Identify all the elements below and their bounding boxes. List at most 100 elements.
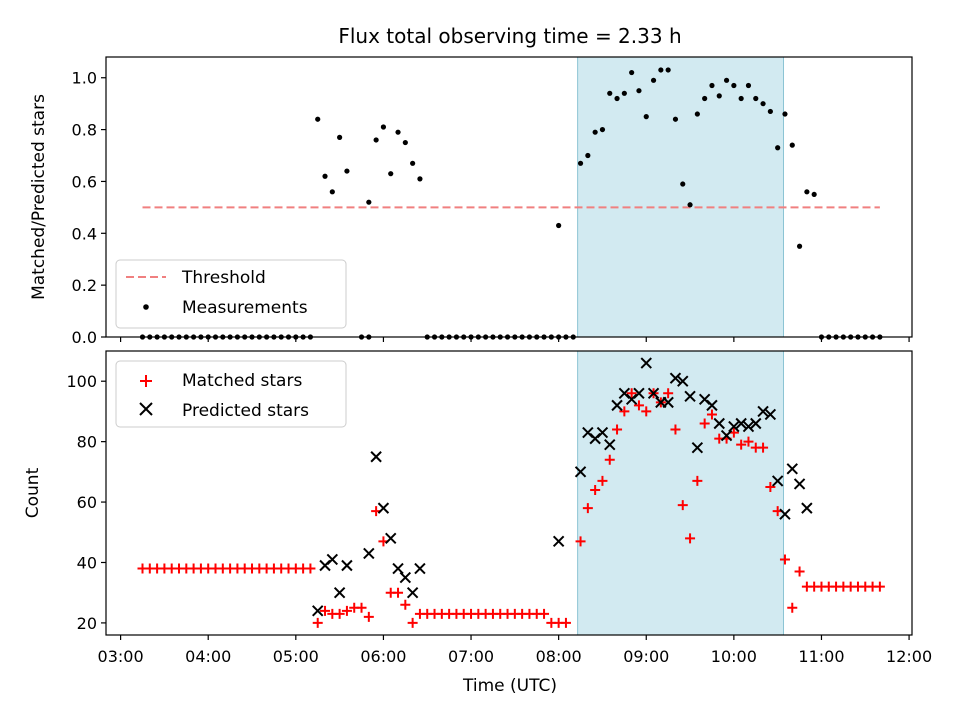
predicted-legend-swatch bbox=[139, 402, 153, 416]
predicted-star-point bbox=[677, 375, 689, 387]
measurement-point bbox=[337, 134, 343, 140]
top-x-ticks bbox=[120, 337, 910, 342]
top-legend-label-threshold: Threshold bbox=[181, 268, 266, 288]
top-y-tick-label: 0.6 bbox=[72, 172, 97, 191]
predicted-star-point bbox=[750, 417, 762, 430]
predicted-star-point bbox=[326, 553, 339, 566]
measurement-point bbox=[672, 116, 679, 122]
bottom-y-tick-label: 80 bbox=[77, 433, 97, 452]
predicted-star-point bbox=[691, 441, 704, 454]
top-y-tick-label: 0.2 bbox=[72, 276, 97, 295]
matched-star-point bbox=[393, 587, 404, 598]
measurement-point bbox=[636, 88, 642, 94]
measurement-point bbox=[767, 108, 773, 115]
measurement-point bbox=[760, 101, 766, 107]
matched-star-point bbox=[663, 388, 674, 399]
bottom-y-tick-label: 40 bbox=[77, 553, 97, 572]
top-y-tick-label: 0.4 bbox=[72, 224, 97, 243]
x-tick-label: 11:00 bbox=[798, 647, 844, 666]
matched-star-point bbox=[743, 436, 754, 447]
matched-star-point bbox=[560, 617, 571, 628]
matched-star-point bbox=[699, 418, 710, 429]
x-tick-label: 07:00 bbox=[448, 647, 494, 666]
measurement-point bbox=[402, 139, 408, 146]
top-highlight-span bbox=[577, 56, 785, 338]
top-axes-frame bbox=[105, 56, 913, 338]
top-y-tick-label: 1.0 bbox=[72, 69, 97, 88]
measurement-point bbox=[410, 160, 416, 166]
x-tick-label: 04:00 bbox=[185, 647, 231, 666]
matched-star-point bbox=[779, 554, 790, 565]
measurement-point bbox=[709, 82, 715, 89]
measurement-point bbox=[373, 137, 379, 143]
bottom-highlight-span bbox=[577, 350, 785, 636]
top-span-rect bbox=[577, 56, 785, 338]
matched-star-point bbox=[619, 406, 630, 417]
figure-title: Flux total observing time = 2.33 h bbox=[338, 24, 681, 48]
measurement-point bbox=[811, 191, 817, 198]
top-y-axis: 0.0 0.2 0.4 0.6 0.8 1.0 bbox=[72, 69, 106, 347]
bottom-x-axis: 03:00 04:00 05:00 06:00 07:00 08:00 09:00 10:00… bbox=[98, 635, 932, 666]
bottom-span-rect bbox=[577, 350, 785, 636]
measurement-point bbox=[599, 126, 606, 133]
measurement-point bbox=[650, 77, 657, 83]
predicted-star-point bbox=[713, 417, 725, 430]
x-axis-label: Time (UTC) bbox=[462, 676, 557, 696]
bottom-y-tick-label: 20 bbox=[77, 614, 97, 633]
predicted-star-point bbox=[728, 420, 740, 433]
top-y-tick-label: 0.8 bbox=[72, 121, 97, 140]
matched-star-point bbox=[407, 617, 418, 628]
bottom-legend-box bbox=[115, 360, 347, 428]
predicted-star-point bbox=[757, 405, 769, 418]
matched-star-point bbox=[736, 439, 747, 450]
measurements-points bbox=[139, 67, 883, 340]
predicted-star-point bbox=[574, 466, 587, 478]
measurement-point bbox=[738, 95, 744, 102]
predicted-star-point bbox=[735, 417, 747, 430]
measurement-point bbox=[716, 93, 722, 99]
predicted-star-point bbox=[647, 387, 660, 400]
predicted-star-point bbox=[596, 426, 609, 439]
bottom-y-axis: 20 40 60 80 100 bbox=[66, 372, 106, 633]
top-legend: Threshold Measurements bbox=[115, 259, 347, 329]
measurement-point bbox=[366, 199, 372, 205]
bottom-y-axis-label: Count bbox=[23, 467, 43, 518]
top-legend-label-measurements: Measurements bbox=[182, 298, 308, 318]
predicted-star-point bbox=[793, 478, 806, 490]
measurement-point bbox=[388, 171, 394, 177]
predicted-star-point bbox=[640, 357, 652, 369]
matched-star-point bbox=[400, 599, 411, 610]
measurement-point bbox=[694, 111, 700, 117]
measurement-point bbox=[665, 67, 671, 73]
measurement-point bbox=[643, 114, 649, 120]
predicted-star-point bbox=[341, 559, 353, 572]
matched-star-point bbox=[604, 454, 615, 465]
matched-star-point bbox=[692, 475, 703, 486]
top-y-axis-label: Matched/Predicted stars bbox=[29, 94, 49, 300]
matched-star-point bbox=[590, 484, 601, 495]
predicted-star-point bbox=[363, 547, 375, 560]
measurement-point bbox=[680, 181, 686, 187]
matched-star-point bbox=[641, 406, 652, 417]
bottom-y-tick-label: 60 bbox=[77, 493, 97, 512]
measurement-point bbox=[629, 69, 635, 76]
matched-star-point bbox=[706, 409, 717, 420]
measurement-point bbox=[621, 90, 627, 96]
measurement-point bbox=[322, 173, 328, 179]
measurement-point bbox=[702, 95, 708, 102]
predicted-star-point bbox=[406, 586, 419, 599]
predicted-star-point bbox=[385, 532, 397, 545]
predicted-star-point bbox=[370, 451, 382, 463]
matched-star-point bbox=[758, 442, 769, 453]
measurement-point bbox=[789, 142, 795, 148]
matched-star-point bbox=[765, 481, 776, 492]
predicted-star-point bbox=[392, 562, 404, 575]
x-tick-label: 10:00 bbox=[711, 647, 757, 666]
predicted-star-point bbox=[771, 475, 784, 487]
top-y-tick-label: 0.0 bbox=[72, 328, 97, 347]
matched-star-point bbox=[670, 424, 681, 435]
predicted-star-point bbox=[611, 399, 623, 412]
top-panel: 0.0 0.2 0.4 0.6 0.8 1.0 Matched/Predicted sta… bbox=[29, 56, 913, 347]
predicted-star-point bbox=[333, 586, 346, 599]
matched-star-point bbox=[575, 536, 586, 547]
